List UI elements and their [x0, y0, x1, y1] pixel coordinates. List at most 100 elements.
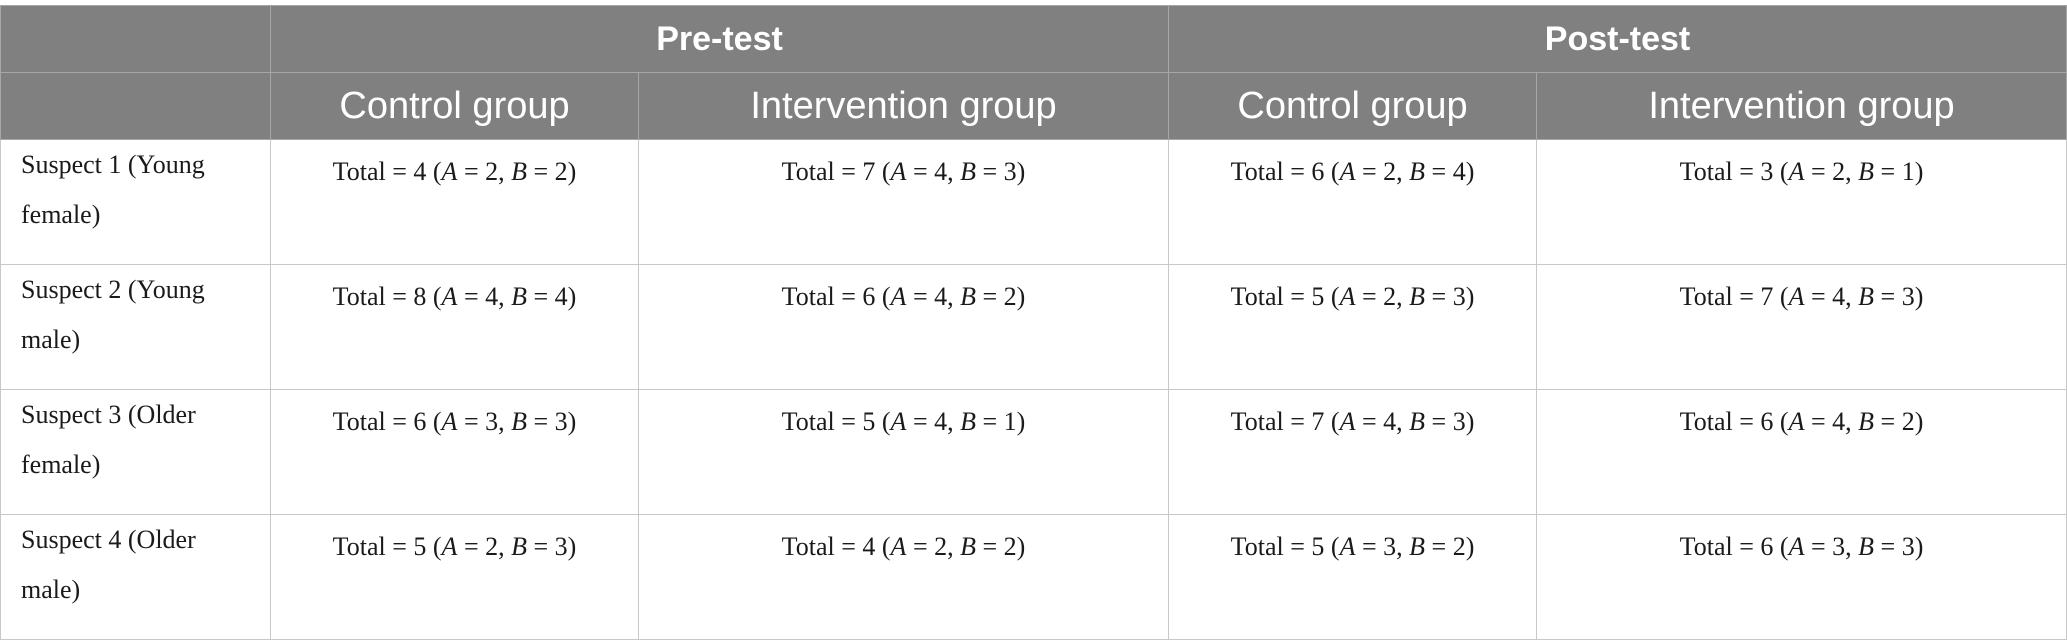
- total-value: 6: [862, 282, 876, 311]
- cell-punctuation: =: [527, 157, 555, 186]
- b-value: 3: [1003, 157, 1017, 186]
- cell-punctuation: =: [1874, 532, 1902, 561]
- header-group-row: Pre-test Post-test: [0, 5, 2067, 73]
- cell-punctuation: =: [1425, 282, 1453, 311]
- b-value: 2: [1003, 282, 1017, 311]
- header-pre-control: Control group: [270, 72, 639, 140]
- cell-punctuation: =: [976, 532, 1004, 561]
- cell-punctuation: ): [1914, 532, 1924, 561]
- a-label: A: [1339, 407, 1356, 436]
- cell-punctuation: ): [567, 407, 577, 436]
- cell-punctuation: =: [1874, 407, 1902, 436]
- b-value: 1: [1003, 407, 1017, 436]
- cell-punctuation: ,: [498, 532, 512, 561]
- a-label: A: [1788, 282, 1805, 311]
- cell-punctuation: =: [457, 282, 486, 311]
- cell-punctuation: =: [1425, 407, 1453, 436]
- total-value: 5: [1311, 282, 1325, 311]
- cell-punctuation: (: [1324, 407, 1340, 436]
- a-label: A: [890, 407, 907, 436]
- a-value: 4: [1832, 282, 1846, 311]
- total-value: 3: [1760, 157, 1774, 186]
- b-value: 2: [1003, 532, 1017, 561]
- b-value: 2: [554, 157, 568, 186]
- cell-punctuation: ,: [1845, 532, 1859, 561]
- total-prefix: Total =: [1679, 532, 1761, 561]
- a-label: A: [441, 407, 458, 436]
- cell-punctuation: (: [1324, 532, 1340, 561]
- b-label: B: [1409, 282, 1426, 311]
- a-label: A: [441, 282, 458, 311]
- a-value: 4: [1383, 407, 1397, 436]
- b-label: B: [1409, 157, 1426, 186]
- cell-punctuation: ,: [1396, 157, 1410, 186]
- a-value: 2: [1383, 282, 1397, 311]
- table-cell: Total = 5 (A = 4, B = 1): [637, 389, 1170, 515]
- a-label: A: [890, 532, 907, 561]
- total-prefix: Total =: [332, 282, 414, 311]
- b-label: B: [511, 407, 527, 436]
- cell-punctuation: =: [527, 407, 555, 436]
- total-value: 8: [413, 282, 427, 311]
- total-prefix: Total =: [1679, 407, 1761, 436]
- cell-punctuation: ,: [947, 532, 961, 561]
- cell-punctuation: =: [1355, 157, 1384, 186]
- table-cell: Total = 5 (A = 3, B = 2): [1168, 514, 1538, 640]
- total-value: 5: [1311, 532, 1325, 561]
- a-label: A: [890, 157, 907, 186]
- a-value: 3: [1832, 532, 1846, 561]
- b-label: B: [1858, 532, 1875, 561]
- a-value: 2: [485, 157, 499, 186]
- total-prefix: Total =: [1679, 282, 1761, 311]
- b-value: 4: [1452, 157, 1466, 186]
- cell-punctuation: =: [1425, 157, 1453, 186]
- cell-punctuation: ): [567, 157, 577, 186]
- cell-punctuation: =: [1355, 282, 1384, 311]
- header-post-test: Post-test: [1168, 5, 2067, 73]
- table-row: Suspect 3 (Older female) Total = 6 (A = 3…: [0, 389, 2067, 515]
- total-value: 6: [1760, 532, 1774, 561]
- a-value: 2: [1383, 157, 1397, 186]
- a-value: 2: [1832, 157, 1846, 186]
- b-label: B: [1409, 532, 1426, 561]
- cell-punctuation: (: [1773, 407, 1789, 436]
- table-row: Suspect 1 (Young female) Total = 4 (A = 2…: [0, 139, 2067, 265]
- cell-punctuation: (: [426, 282, 442, 311]
- b-value: 3: [554, 407, 568, 436]
- b-label: B: [960, 157, 976, 186]
- cell-punctuation: =: [906, 282, 935, 311]
- cell-punctuation: =: [906, 157, 935, 186]
- cell-punctuation: =: [1874, 157, 1902, 186]
- total-prefix: Total =: [781, 532, 863, 561]
- b-value: 2: [1901, 407, 1915, 436]
- total-prefix: Total =: [1230, 532, 1312, 561]
- b-label: B: [511, 532, 527, 561]
- a-value: 2: [934, 532, 948, 561]
- cell-punctuation: ,: [947, 407, 961, 436]
- a-label: A: [1339, 532, 1356, 561]
- cell-punctuation: =: [906, 532, 935, 561]
- cell-punctuation: ,: [1396, 532, 1410, 561]
- table-body: Suspect 1 (Young female) Total = 4 (A = 2…: [0, 139, 2067, 640]
- table-cell: Total = 7 (A = 4, B = 3): [1168, 389, 1538, 515]
- cell-punctuation: ): [1016, 532, 1026, 561]
- b-label: B: [511, 282, 527, 311]
- b-label: B: [960, 532, 976, 561]
- cell-punctuation: =: [1874, 282, 1902, 311]
- a-value: 4: [485, 282, 499, 311]
- cell-punctuation: ): [1016, 157, 1026, 186]
- cell-punctuation: =: [1425, 532, 1453, 561]
- b-value: 3: [1901, 282, 1915, 311]
- cell-punctuation: ,: [1396, 282, 1410, 311]
- cell-punctuation: (: [875, 407, 891, 436]
- cell-punctuation: ,: [498, 407, 512, 436]
- b-label: B: [1858, 407, 1875, 436]
- b-value: 3: [554, 532, 568, 561]
- total-prefix: Total =: [332, 532, 414, 561]
- cell-punctuation: =: [527, 532, 555, 561]
- total-value: 6: [413, 407, 427, 436]
- a-value: 4: [934, 157, 948, 186]
- a-value: 4: [934, 282, 948, 311]
- a-value: 4: [1832, 407, 1846, 436]
- cell-punctuation: =: [1355, 532, 1384, 561]
